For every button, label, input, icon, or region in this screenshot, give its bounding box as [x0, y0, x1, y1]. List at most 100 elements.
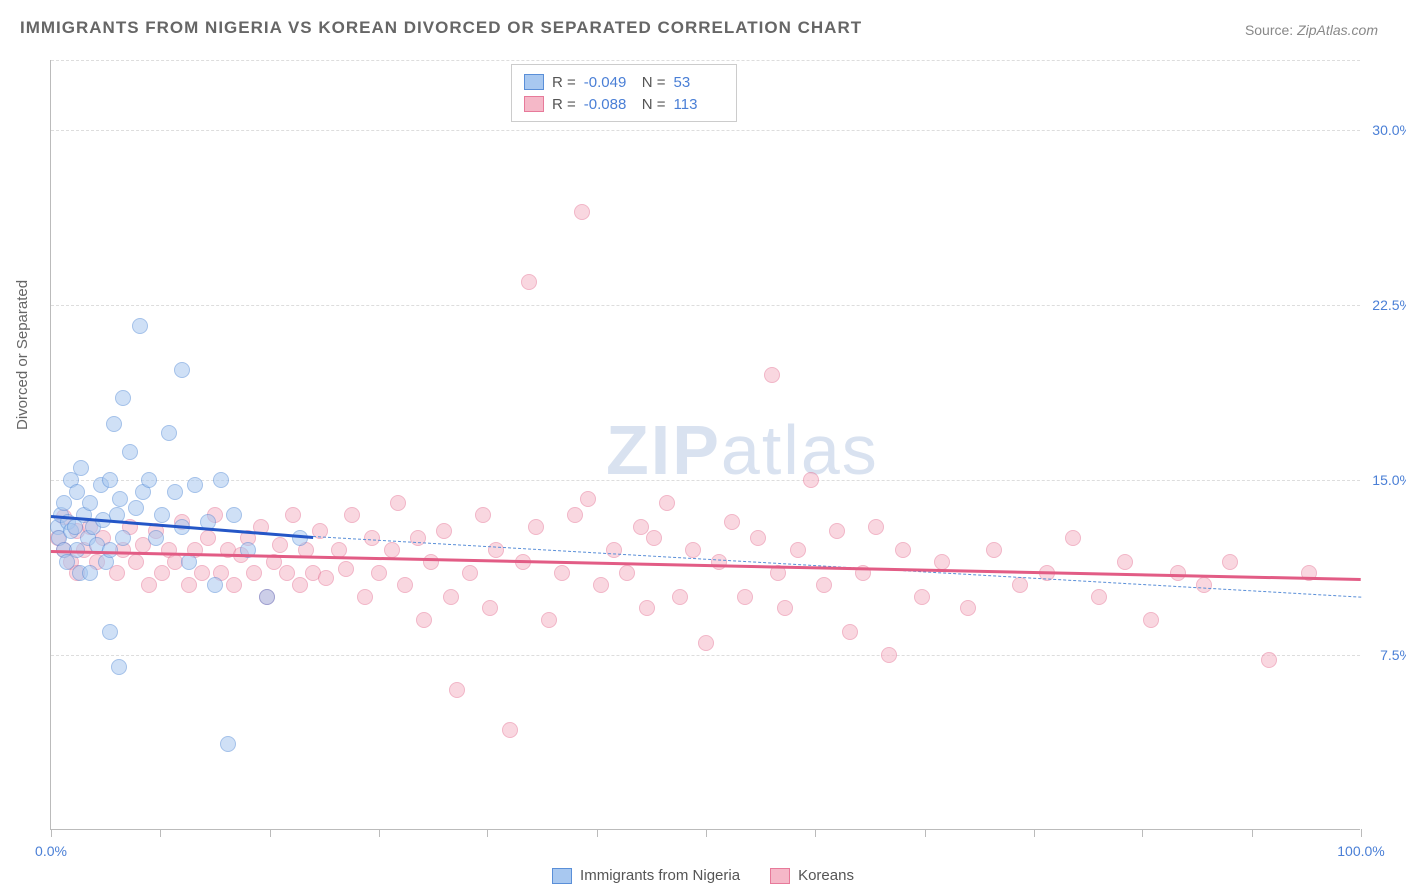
scatter-point	[148, 530, 164, 546]
legend-r-label: R =	[552, 74, 576, 91]
scatter-point	[56, 495, 72, 511]
scatter-point	[895, 542, 911, 558]
scatter-point	[115, 530, 131, 546]
scatter-point	[1143, 612, 1159, 628]
scatter-point	[868, 519, 884, 535]
gridline	[51, 305, 1360, 306]
xtick-label: 100.0%	[1337, 843, 1384, 859]
scatter-point	[528, 519, 544, 535]
scatter-point	[102, 624, 118, 640]
legend-n-value: 113	[674, 96, 724, 113]
legend-r-label: R =	[552, 96, 576, 113]
scatter-point	[292, 577, 308, 593]
xtick	[270, 829, 271, 837]
watermark-bold: ZIP	[606, 411, 721, 489]
chart-source: Source: ZipAtlas.com	[1245, 22, 1378, 38]
legend-row: R =-0.049N =53	[524, 71, 724, 93]
xtick	[925, 829, 926, 837]
xtick	[487, 829, 488, 837]
scatter-point	[318, 570, 334, 586]
scatter-point	[986, 542, 1002, 558]
source-value: ZipAtlas.com	[1297, 22, 1378, 38]
scatter-point	[259, 589, 275, 605]
xtick	[160, 829, 161, 837]
legend-swatch	[552, 868, 572, 884]
xtick	[51, 829, 52, 837]
watermark-rest: atlas	[721, 411, 879, 489]
xtick-label: 0.0%	[35, 843, 67, 859]
scatter-point	[593, 577, 609, 593]
scatter-point	[1196, 577, 1212, 593]
scatter-point	[698, 635, 714, 651]
ytick-label: 22.5%	[1372, 297, 1406, 313]
scatter-point	[639, 600, 655, 616]
scatter-point	[106, 416, 122, 432]
scatter-point	[1091, 589, 1107, 605]
gridline	[51, 480, 1360, 481]
chart-title: IMMIGRANTS FROM NIGERIA VS KOREAN DIVORC…	[20, 18, 862, 38]
scatter-point	[174, 362, 190, 378]
plot-area: ZIPatlas 7.5%15.0%22.5%30.0%0.0%100.0%R …	[50, 60, 1360, 830]
scatter-point	[462, 565, 478, 581]
gridline	[51, 60, 1360, 61]
scatter-point	[181, 577, 197, 593]
scatter-point	[567, 507, 583, 523]
ytick-label: 30.0%	[1372, 122, 1406, 138]
scatter-point	[141, 577, 157, 593]
scatter-point	[73, 460, 89, 476]
scatter-point	[633, 519, 649, 535]
scatter-point	[285, 507, 301, 523]
legend-bottom: Immigrants from Nigeria Koreans	[0, 867, 1406, 884]
scatter-point	[272, 537, 288, 553]
scatter-point	[488, 542, 504, 558]
legend-r-value: -0.088	[584, 96, 634, 113]
scatter-point	[371, 565, 387, 581]
legend-r-value: -0.049	[584, 74, 634, 91]
scatter-point	[357, 589, 373, 605]
scatter-point	[102, 472, 118, 488]
scatter-point	[200, 530, 216, 546]
xtick	[1142, 829, 1143, 837]
scatter-point	[436, 523, 452, 539]
scatter-point	[82, 495, 98, 511]
legend-item: Koreans	[770, 867, 854, 884]
xtick	[1034, 829, 1035, 837]
scatter-point	[423, 554, 439, 570]
scatter-point	[764, 367, 780, 383]
scatter-point	[1117, 554, 1133, 570]
xtick	[597, 829, 598, 837]
scatter-point	[521, 274, 537, 290]
scatter-point	[685, 542, 701, 558]
scatter-point	[246, 565, 262, 581]
scatter-point	[416, 612, 432, 628]
scatter-point	[187, 477, 203, 493]
scatter-point	[829, 523, 845, 539]
xtick	[379, 829, 380, 837]
xtick	[706, 829, 707, 837]
scatter-point	[69, 484, 85, 500]
legend-n-label: N =	[642, 96, 666, 113]
source-label: Source:	[1245, 22, 1293, 38]
scatter-point	[279, 565, 295, 581]
scatter-point	[541, 612, 557, 628]
scatter-point	[1012, 577, 1028, 593]
scatter-point	[1065, 530, 1081, 546]
scatter-point	[646, 530, 662, 546]
scatter-point	[226, 507, 242, 523]
scatter-point	[790, 542, 806, 558]
scatter-point	[213, 472, 229, 488]
scatter-point	[672, 589, 688, 605]
scatter-point	[934, 554, 950, 570]
scatter-point	[220, 736, 236, 752]
scatter-point	[803, 472, 819, 488]
scatter-point	[112, 491, 128, 507]
legend-swatch	[524, 96, 544, 112]
scatter-point	[111, 659, 127, 675]
legend-n-value: 53	[674, 74, 724, 91]
scatter-point	[128, 500, 144, 516]
legend-correlation: R =-0.049N =53R =-0.088N =113	[511, 64, 737, 122]
scatter-point	[737, 589, 753, 605]
scatter-point	[102, 542, 118, 558]
scatter-point	[1261, 652, 1277, 668]
legend-label: Immigrants from Nigeria	[580, 867, 740, 884]
